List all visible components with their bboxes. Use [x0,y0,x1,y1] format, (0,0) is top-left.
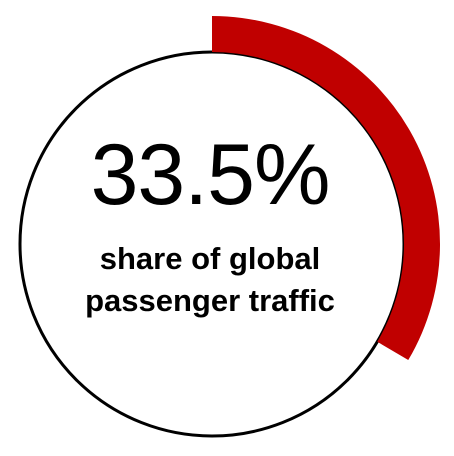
caption-line-2: passenger traffic [85,283,335,318]
caption-line-1: share of global [99,241,321,276]
percentage-value: 33.5% [90,127,331,223]
donut-highlight-segment [212,16,440,361]
caption: share of global passenger traffic [0,238,420,322]
